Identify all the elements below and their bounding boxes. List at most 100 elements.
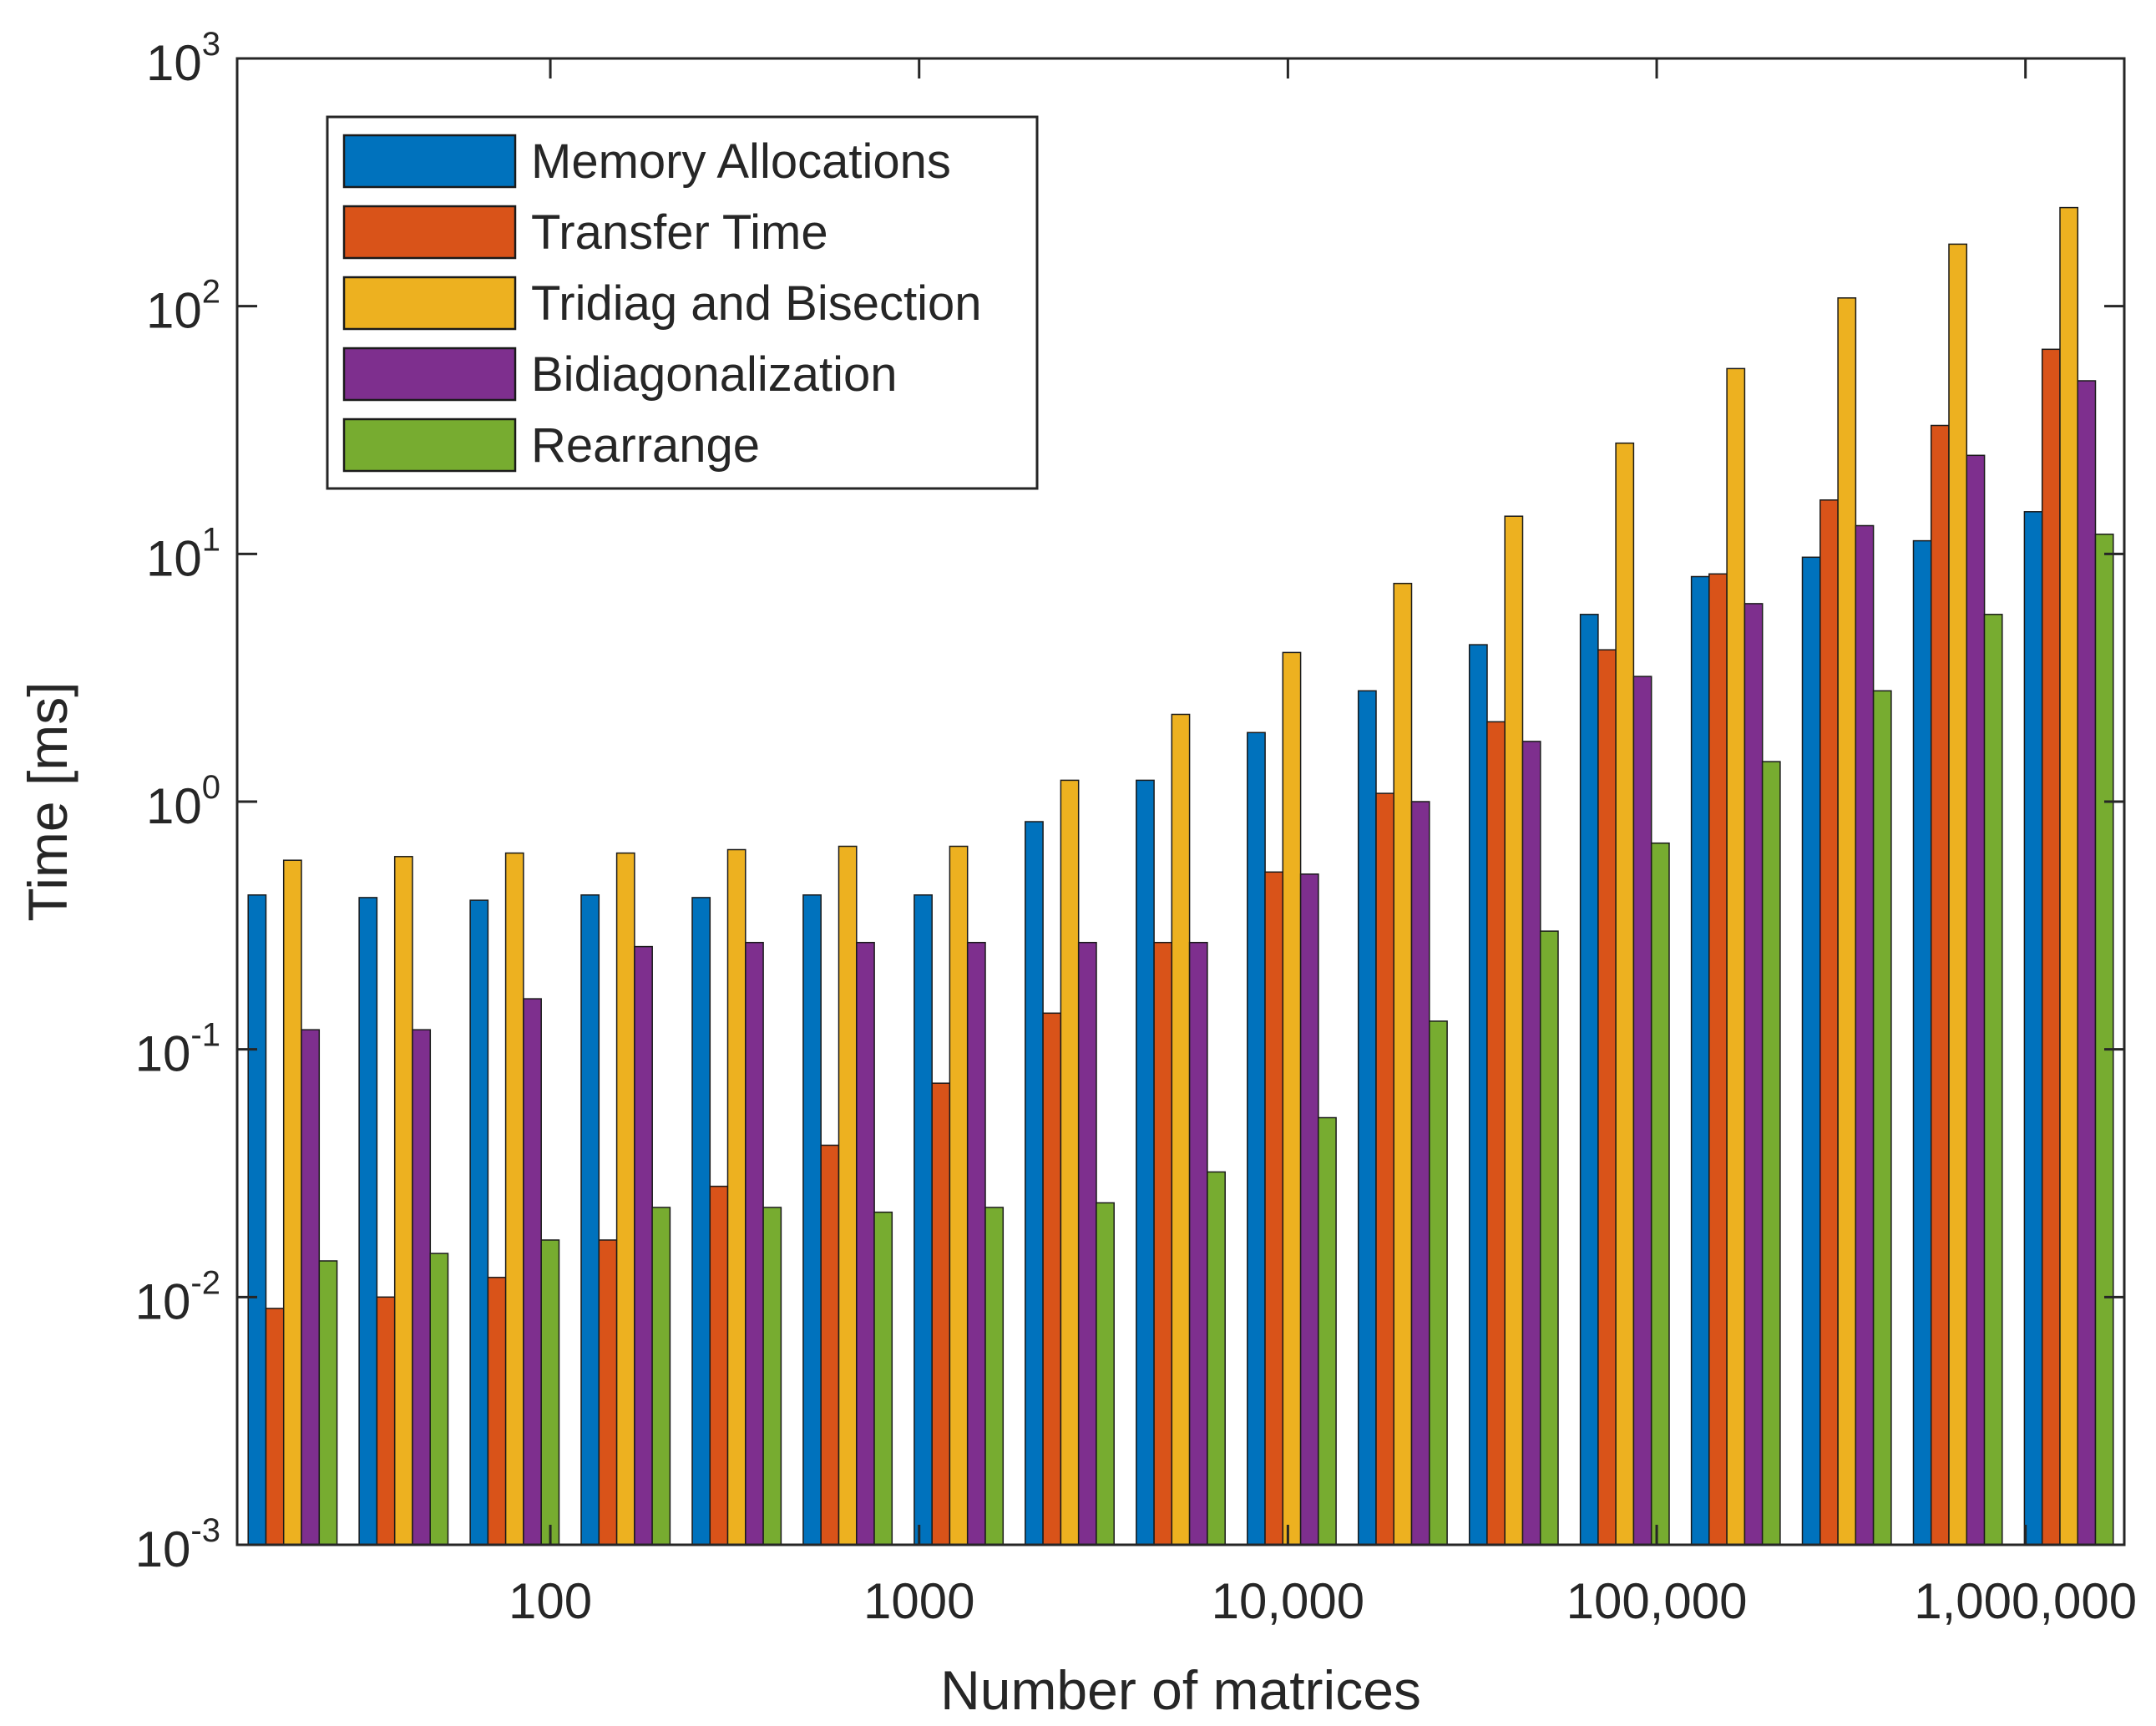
bar-1-group-7 — [914, 894, 933, 1546]
bar-3-group-6 — [838, 845, 858, 1546]
x-tick-label: 100 — [509, 1573, 592, 1629]
bar-4-group-15 — [1855, 524, 1875, 1546]
bar-3-group-12 — [1504, 515, 1524, 1546]
bar-3-group-16 — [1948, 243, 1968, 1546]
bar-5-group-1 — [318, 1260, 338, 1546]
y-tick-label: 103 — [146, 26, 220, 91]
bar-5-group-17 — [2094, 534, 2114, 1546]
bar-2-group-1 — [265, 1308, 285, 1546]
y-tick-label: 10-2 — [135, 1264, 220, 1329]
bar-1-group-13 — [1579, 614, 1599, 1546]
bar-4-group-17 — [2077, 380, 2097, 1546]
bar-4-group-5 — [745, 941, 764, 1546]
bar-2-group-2 — [376, 1296, 396, 1546]
bar-2-group-8 — [1042, 1012, 1062, 1546]
bar-1-group-1 — [247, 894, 267, 1546]
bar-1-group-12 — [1468, 644, 1488, 1546]
legend-label-5: Rearrange — [531, 418, 760, 473]
bar-5-group-6 — [873, 1211, 893, 1546]
bar-3-group-2 — [393, 856, 413, 1546]
legend-swatch-5 — [342, 418, 517, 473]
bar-3-group-1 — [282, 859, 302, 1546]
legend-swatch-3 — [342, 276, 517, 331]
y-tick-label: 101 — [146, 521, 220, 586]
bar-2-group-17 — [2041, 348, 2061, 1546]
bar-4-group-8 — [1077, 941, 1097, 1546]
bar-4-group-14 — [1744, 603, 1764, 1546]
legend-label-4: Bidiagonalization — [531, 347, 898, 402]
bar-4-group-7 — [966, 941, 986, 1546]
bar-1-group-15 — [1801, 556, 1821, 1546]
y-tick-label: 10-3 — [135, 1512, 220, 1577]
bar-4-group-1 — [301, 1029, 321, 1546]
legend-label-2: Transfer Time — [531, 205, 828, 260]
bar-1-group-2 — [358, 897, 378, 1546]
legend-swatch-2 — [342, 205, 517, 260]
y-tick-label: 100 — [146, 769, 220, 834]
bar-3-group-7 — [949, 845, 969, 1546]
bar-1-group-6 — [802, 894, 822, 1546]
bar-4-group-6 — [856, 941, 875, 1546]
bar-1-group-14 — [1690, 575, 1710, 1546]
x-tick-label: 100,000 — [1566, 1573, 1748, 1629]
legend-swatch-4 — [342, 347, 517, 402]
bar-2-group-10 — [1264, 871, 1284, 1546]
bar-5-group-12 — [1539, 930, 1559, 1546]
y-axis-title: Time [ms] — [17, 681, 78, 921]
bar-4-group-9 — [1188, 941, 1208, 1546]
bar-2-group-13 — [1597, 649, 1617, 1546]
bar-3-group-15 — [1837, 297, 1857, 1546]
bar-2-group-5 — [709, 1185, 729, 1546]
legend-swatch-1 — [342, 134, 517, 189]
x-tick-label: 1,000,000 — [1914, 1573, 2137, 1629]
bar-2-group-3 — [487, 1277, 507, 1546]
bar-2-group-4 — [598, 1239, 618, 1546]
bar-5-group-5 — [762, 1207, 782, 1546]
bar-2-group-9 — [1153, 941, 1173, 1546]
bar-3-group-11 — [1393, 582, 1413, 1546]
bar-1-group-10 — [1247, 731, 1266, 1546]
bar-1-group-3 — [469, 899, 489, 1546]
bar-5-group-16 — [1983, 614, 2003, 1546]
bar-3-group-4 — [615, 852, 635, 1546]
bar-5-group-8 — [1096, 1202, 1115, 1546]
bar-4-group-2 — [412, 1029, 432, 1546]
bar-5-group-14 — [1761, 761, 1781, 1546]
bar-1-group-9 — [1136, 779, 1155, 1546]
bar-3-group-8 — [1060, 779, 1080, 1546]
bar-5-group-10 — [1318, 1116, 1337, 1546]
bar-2-group-11 — [1375, 792, 1395, 1546]
bar-5-group-13 — [1650, 842, 1670, 1546]
bar-3-group-13 — [1615, 442, 1635, 1546]
bar-3-group-5 — [726, 848, 747, 1546]
bar-5-group-2 — [429, 1253, 449, 1546]
bar-1-group-16 — [1912, 539, 1932, 1546]
bar-4-group-12 — [1521, 741, 1541, 1546]
bar-5-group-7 — [984, 1207, 1005, 1546]
plot-area-frame — [235, 57, 2126, 1546]
bar-3-group-10 — [1282, 651, 1302, 1546]
x-axis-title: Number of matrices — [940, 1659, 1421, 1721]
bar-1-group-8 — [1025, 821, 1044, 1546]
bar-5-group-15 — [1872, 690, 1892, 1546]
bar-5-group-3 — [540, 1239, 560, 1546]
bar-5-group-11 — [1429, 1020, 1448, 1546]
bar-3-group-17 — [2059, 206, 2079, 1546]
bar-2-group-7 — [931, 1082, 951, 1546]
y-tick-label: 102 — [146, 274, 220, 339]
bar-4-group-4 — [634, 945, 653, 1546]
legend-label-3: Tridiag and Bisection — [531, 276, 981, 331]
legend: Memory Allocations Transfer Time Tridiag a… — [326, 115, 1039, 490]
bar-4-group-10 — [1299, 873, 1319, 1546]
x-tick-label: 10,000 — [1212, 1573, 1365, 1629]
bar-5-group-4 — [651, 1207, 671, 1546]
bar-3-group-9 — [1171, 713, 1191, 1546]
bar-4-group-3 — [523, 998, 542, 1546]
bar-4-group-16 — [1966, 454, 1986, 1546]
bar-4-group-11 — [1410, 801, 1430, 1546]
bar-1-group-17 — [2023, 511, 2043, 1546]
bar-5-group-9 — [1207, 1171, 1226, 1546]
y-tick-label: 10-1 — [135, 1017, 220, 1082]
bar-3-group-14 — [1726, 367, 1746, 1546]
bar-1-group-4 — [580, 894, 600, 1546]
